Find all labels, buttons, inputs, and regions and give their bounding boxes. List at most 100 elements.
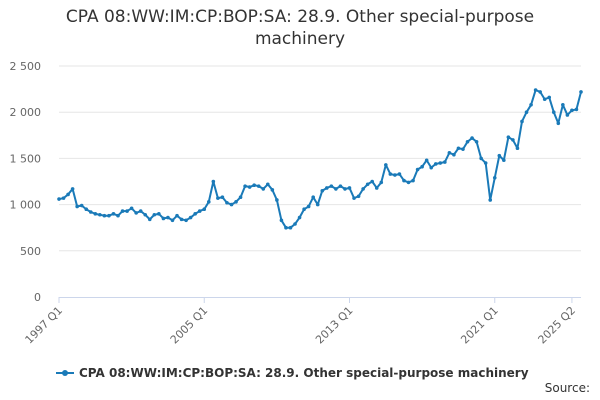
- data-point[interactable]: [147, 217, 152, 222]
- data-point[interactable]: [438, 161, 443, 165]
- data-point[interactable]: [220, 195, 225, 200]
- data-point[interactable]: [129, 206, 134, 211]
- data-point[interactable]: [306, 204, 311, 209]
- data-point[interactable]: [125, 209, 129, 213]
- data-point[interactable]: [343, 187, 347, 191]
- data-point[interactable]: [243, 184, 247, 188]
- data-point[interactable]: [102, 213, 107, 218]
- data-point[interactable]: [175, 213, 179, 218]
- data-point[interactable]: [347, 186, 352, 190]
- data-point[interactable]: [284, 225, 288, 230]
- data-point[interactable]: [66, 192, 70, 197]
- data-point[interactable]: [311, 195, 315, 200]
- data-point[interactable]: [579, 90, 583, 94]
- data-point[interactable]: [120, 209, 125, 213]
- data-point[interactable]: [397, 172, 402, 176]
- data-point[interactable]: [138, 209, 143, 213]
- data-point[interactable]: [420, 164, 424, 169]
- data-point[interactable]: [551, 110, 556, 114]
- data-point[interactable]: [470, 136, 474, 140]
- data-point[interactable]: [57, 197, 61, 201]
- data-point[interactable]: [574, 107, 579, 112]
- data-point[interactable]: [75, 204, 79, 209]
- data-point[interactable]: [474, 139, 479, 144]
- data-point[interactable]: [202, 207, 207, 212]
- data-point[interactable]: [188, 215, 193, 220]
- data-point[interactable]: [238, 195, 243, 200]
- data-point[interactable]: [266, 182, 270, 187]
- data-point[interactable]: [356, 194, 361, 199]
- data-point[interactable]: [193, 212, 197, 216]
- data-point[interactable]: [166, 215, 170, 220]
- data-point[interactable]: [361, 187, 365, 191]
- data-point[interactable]: [293, 222, 297, 226]
- data-point[interactable]: [556, 121, 561, 126]
- data-point[interactable]: [134, 211, 138, 215]
- data-point[interactable]: [211, 179, 216, 184]
- data-point[interactable]: [325, 186, 329, 190]
- data-point[interactable]: [547, 95, 552, 100]
- data-point[interactable]: [279, 218, 284, 223]
- data-point[interactable]: [84, 207, 89, 212]
- data-point[interactable]: [515, 146, 520, 151]
- data-point[interactable]: [393, 173, 397, 177]
- data-point[interactable]: [411, 178, 415, 183]
- data-point[interactable]: [320, 188, 325, 193]
- data-point[interactable]: [424, 158, 429, 163]
- data-point[interactable]: [506, 135, 511, 139]
- data-point[interactable]: [152, 212, 157, 217]
- data-point[interactable]: [161, 216, 166, 221]
- data-point[interactable]: [107, 213, 111, 218]
- data-point[interactable]: [216, 196, 220, 200]
- data-point[interactable]: [288, 225, 293, 230]
- data-point[interactable]: [275, 198, 279, 202]
- data-point[interactable]: [565, 113, 570, 117]
- data-point[interactable]: [297, 215, 302, 220]
- data-point[interactable]: [542, 97, 547, 102]
- data-point[interactable]: [252, 183, 256, 187]
- data-point[interactable]: [98, 212, 102, 217]
- data-point[interactable]: [184, 218, 188, 223]
- data-point[interactable]: [465, 139, 470, 144]
- data-point[interactable]: [247, 185, 252, 189]
- data-point[interactable]: [157, 212, 161, 216]
- data-point[interactable]: [443, 160, 447, 164]
- data-point[interactable]: [452, 152, 456, 157]
- data-point[interactable]: [261, 187, 266, 191]
- data-point[interactable]: [61, 196, 66, 200]
- data-point[interactable]: [433, 162, 438, 166]
- data-point[interactable]: [315, 202, 320, 207]
- data-point[interactable]: [116, 213, 120, 218]
- data-point[interactable]: [461, 147, 465, 151]
- data-point[interactable]: [483, 161, 488, 165]
- data-point[interactable]: [529, 103, 533, 107]
- data-point[interactable]: [511, 138, 515, 142]
- legend-item[interactable]: CPA 08:WW:IM:CP:BOP:SA: 28.9. Other spec…: [56, 364, 529, 382]
- data-point[interactable]: [329, 184, 334, 188]
- data-point[interactable]: [352, 196, 356, 200]
- data-point[interactable]: [179, 217, 184, 222]
- data-point[interactable]: [520, 119, 524, 124]
- data-point[interactable]: [447, 151, 452, 155]
- data-point[interactable]: [88, 210, 93, 214]
- data-point[interactable]: [406, 180, 411, 185]
- data-point[interactable]: [197, 209, 202, 213]
- data-point[interactable]: [334, 187, 338, 191]
- data-point[interactable]: [225, 200, 229, 205]
- data-point[interactable]: [524, 110, 529, 114]
- data-point[interactable]: [384, 163, 388, 167]
- data-point[interactable]: [270, 188, 275, 192]
- data-point[interactable]: [379, 180, 384, 185]
- data-point[interactable]: [338, 184, 343, 188]
- data-point[interactable]: [415, 167, 420, 172]
- data-point[interactable]: [492, 176, 497, 180]
- data-point[interactable]: [370, 179, 375, 184]
- data-point[interactable]: [388, 172, 393, 176]
- data-point[interactable]: [302, 207, 306, 212]
- data-point[interactable]: [234, 200, 238, 204]
- data-point[interactable]: [256, 184, 261, 188]
- data-point[interactable]: [502, 158, 506, 163]
- data-point[interactable]: [229, 202, 234, 207]
- data-point[interactable]: [70, 187, 75, 191]
- data-point[interactable]: [561, 103, 565, 107]
